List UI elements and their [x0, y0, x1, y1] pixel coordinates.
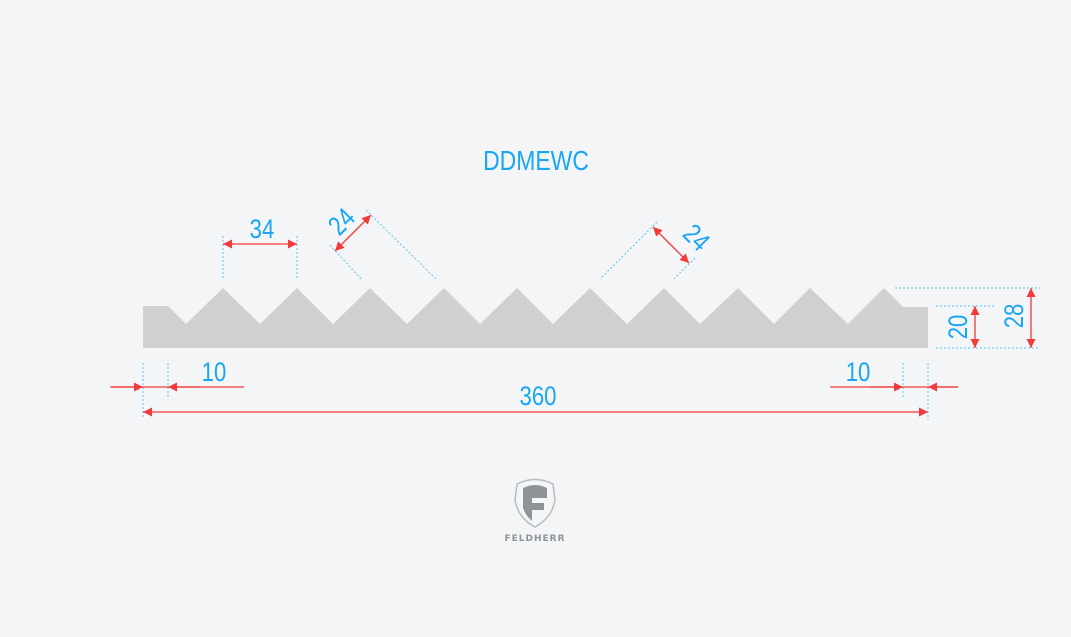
dimension-tooth-pitch: 34 [222, 215, 298, 280]
dimension-label: 34 [250, 215, 275, 245]
shield-f-logo-icon [514, 478, 556, 528]
dimension-flank-left: 24 [323, 203, 437, 281]
dimension-label: 24 [323, 203, 361, 241]
dimension-right-edge: 10 [830, 358, 958, 420]
dimension-label: 20 [944, 315, 974, 340]
panel-profile [143, 288, 928, 348]
dimension-label: 24 [677, 219, 715, 257]
logo-text: FELDHERR [504, 534, 565, 544]
dimension-label: 10 [202, 358, 227, 388]
feldherr-logo: FELDHERR [504, 478, 565, 544]
dimension-flank-right: 24 [599, 219, 715, 280]
dimension-label: 360 [520, 382, 557, 412]
dimension-label: 10 [846, 358, 871, 388]
dimension-left-edge: 10 [110, 358, 244, 418]
dimension-total-width: 360 [143, 382, 928, 417]
dimension-heights: 20 28 [895, 287, 1040, 349]
dimension-label: 28 [1000, 304, 1030, 329]
diagram-title: DDMEWC [483, 146, 589, 177]
